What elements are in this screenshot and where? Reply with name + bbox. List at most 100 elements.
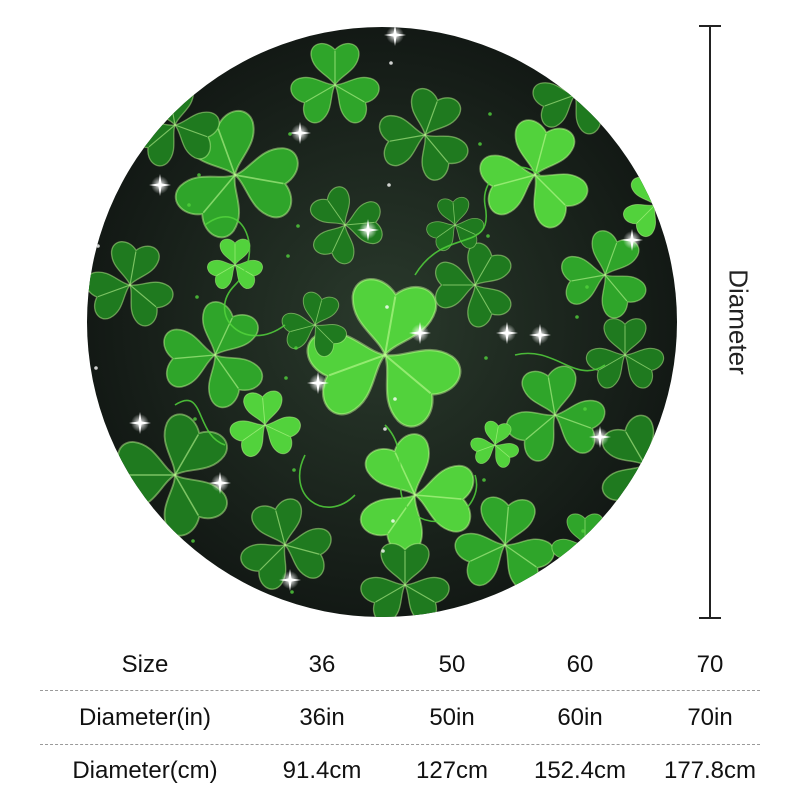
sparkle-dot	[187, 203, 191, 207]
sparkle-dot	[585, 285, 589, 289]
sparkle-icon	[134, 574, 156, 596]
sparkle-icon	[307, 372, 329, 394]
table-cell: 50	[438, 651, 466, 678]
shamrock-leaf	[360, 542, 450, 617]
sparkle-dot	[391, 519, 395, 523]
sparkle-dot	[294, 346, 298, 350]
table-row-diameter-in: Diameter(in) 36in 50in 60in 70in	[0, 693, 800, 743]
sparkle-dot	[191, 539, 195, 543]
shamrock-leaf	[378, 87, 469, 181]
sparkle-dot	[197, 173, 201, 177]
sparkle-dot	[389, 61, 393, 65]
vine-swirl	[174, 399, 226, 446]
sparkle-dot	[482, 478, 486, 482]
sparkle-icon	[384, 27, 406, 46]
shamrock-leaf	[290, 42, 380, 124]
sparkle-dot	[288, 132, 292, 136]
sparkle-dot	[581, 529, 585, 533]
shamrock-leaf	[561, 230, 647, 319]
sparkle-dot	[387, 183, 391, 187]
sparkle-dot	[290, 590, 294, 594]
sparkle-dot	[577, 193, 581, 197]
sparkle-dot	[193, 417, 197, 421]
sparkle-dot	[100, 580, 104, 584]
vine-swirl	[514, 352, 606, 372]
shamrock-tablecloth-image	[87, 27, 677, 617]
sparkle-dot	[98, 122, 102, 126]
sparkle-dot	[486, 234, 490, 238]
size-table: Size 36 50 60 70 Diameter(in) 36in 50in …	[0, 640, 800, 800]
sparkle-dot	[102, 458, 106, 462]
table-cell: 60	[566, 651, 594, 678]
sparkle-dot	[480, 600, 484, 604]
table-cell: 177.8cm	[663, 757, 757, 784]
shamrock-leaf	[454, 496, 555, 591]
shamrock-leaf	[229, 390, 301, 458]
sparkle-dot	[94, 366, 98, 370]
table-cell: 70	[696, 651, 724, 678]
sparkle-dot	[393, 397, 397, 401]
table-row-size: Size 36 50 60 70	[0, 640, 800, 690]
sparkle-dot	[575, 315, 579, 319]
shamrock-leaf	[585, 318, 665, 389]
sparkle-dot	[383, 427, 387, 431]
shamrock-leaf	[87, 241, 174, 327]
shamrock-leaf	[434, 242, 512, 328]
shamrock-leaf	[479, 119, 589, 229]
sparkle-dot	[296, 224, 300, 228]
sparkle-dot	[579, 71, 583, 75]
sparkle-icon	[357, 219, 379, 241]
sparkle-dot	[90, 30, 94, 34]
sparkle-dot	[189, 81, 193, 85]
sparkle-icon	[289, 122, 311, 144]
table-row-diameter-cm: Diameter(cm) 91.4cm 127cm 152.4cm 177.8c…	[0, 746, 800, 796]
diameter-label: Diameter	[723, 269, 754, 375]
sparkle-dot	[385, 305, 389, 309]
table-cell: 50in	[429, 704, 475, 731]
row-label: Diameter(cm)	[72, 757, 218, 784]
sparkle-dot	[381, 549, 385, 553]
table-cell: 152.4cm	[533, 757, 627, 784]
shamrock-leaf	[163, 301, 264, 409]
table-cell: 70in	[687, 704, 733, 731]
row-label: Size	[121, 651, 169, 678]
diameter-dimension-bracket	[699, 25, 721, 619]
shamrock-leaf	[309, 186, 383, 265]
vine-swirl	[414, 166, 541, 276]
table-cell: 91.4cm	[282, 757, 362, 784]
row-divider	[40, 690, 760, 691]
sparkle-dot	[478, 142, 482, 146]
sparkle-dot	[292, 468, 296, 472]
sparkle-dot	[488, 112, 492, 116]
sparkle-dot	[96, 244, 100, 248]
sparkle-icon	[589, 426, 611, 448]
row-label: Diameter(in)	[78, 704, 212, 731]
sparkle-icon	[409, 322, 431, 344]
sparkle-icon	[496, 322, 518, 344]
sparkle-dot	[583, 407, 587, 411]
sparkle-dot	[195, 295, 199, 299]
row-divider	[40, 744, 760, 745]
sparkle-icon	[129, 412, 151, 434]
vine-swirl	[204, 216, 286, 337]
sparkle-icon	[621, 229, 643, 251]
table-cell: 36in	[299, 704, 345, 731]
shamrock-leaf	[240, 498, 332, 590]
sparkle-dot	[199, 51, 203, 55]
shamrock-leaf	[207, 238, 263, 290]
table-cell: 36	[308, 651, 336, 678]
sparkle-icon	[209, 472, 231, 494]
table-cell: 60in	[557, 704, 603, 731]
sparkle-icon	[529, 324, 551, 346]
sparkle-dot	[484, 356, 488, 360]
table-cell: 127cm	[415, 757, 489, 784]
sparkle-icon	[149, 174, 171, 196]
vine-swirl	[298, 454, 356, 508]
sparkle-dot	[286, 254, 290, 258]
vine-swirls	[174, 166, 606, 523]
shamrock-leaf	[281, 291, 347, 357]
sparkle-dot	[92, 488, 96, 492]
shamrock-leaf	[470, 420, 520, 468]
vine-swirl	[384, 424, 478, 523]
sparkle-dot	[284, 376, 288, 380]
